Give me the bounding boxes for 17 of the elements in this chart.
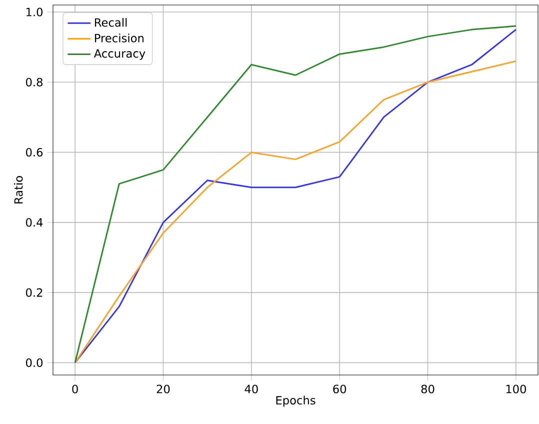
y-tick-label: 0.6 [26, 148, 43, 157]
y-tick-label: 0.0 [26, 358, 43, 368]
x-tick-label: 20 [156, 384, 170, 394]
y-tick-label: 0.2 [26, 288, 42, 297]
legend-label: Precision [94, 34, 144, 42]
x-axis-title: Epochs [276, 396, 316, 407]
x-tick-label: 80 [421, 384, 434, 394]
legend-label: Recall [94, 18, 127, 27]
legend-label: Accuracy [94, 49, 146, 60]
x-tick-label: 0 [72, 384, 78, 394]
x-tick-label: 40 [244, 384, 258, 394]
x-tick-label: 100 [506, 384, 526, 394]
y-axis-title: Ratio [14, 176, 23, 204]
y-tick-label: 0.4 [26, 218, 43, 227]
y-tick-label: 1.0 [26, 8, 43, 16]
y-tick-label: 0.8 [26, 78, 42, 86]
x-tick-label: 60 [333, 384, 346, 394]
